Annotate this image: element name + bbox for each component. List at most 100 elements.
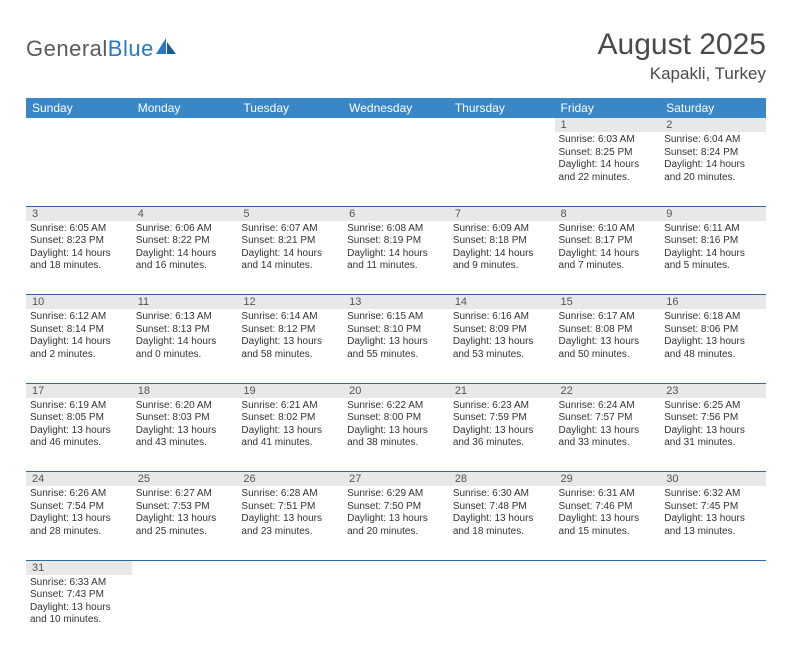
sunset-text: Sunset: 8:21 PM <box>241 235 339 248</box>
day-number-cell: 23 <box>660 383 766 398</box>
sunrise-text: Sunrise: 6:24 AM <box>559 400 657 413</box>
daylight-text: Daylight: 14 hours <box>136 248 234 261</box>
day-number-cell: 2 <box>660 118 766 132</box>
daylight-text: Daylight: 13 hours <box>136 513 234 526</box>
day-cell: Sunrise: 6:23 AMSunset: 7:59 PMDaylight:… <box>449 398 555 472</box>
week-row: Sunrise: 6:12 AMSunset: 8:14 PMDaylight:… <box>26 309 766 383</box>
daylight-text: Daylight: 14 hours <box>559 159 657 172</box>
sunset-text: Sunset: 7:59 PM <box>453 412 551 425</box>
day-cell: Sunrise: 6:32 AMSunset: 7:45 PMDaylight:… <box>660 486 766 560</box>
weekday-header: Wednesday <box>343 98 449 118</box>
daylight-text: and 50 minutes. <box>559 349 657 362</box>
daylight-text: and 20 minutes. <box>347 526 445 539</box>
daylight-text: Daylight: 13 hours <box>453 425 551 438</box>
day-number-cell: 13 <box>343 295 449 310</box>
daylight-text: and 43 minutes. <box>136 437 234 450</box>
daylight-text: and 16 minutes. <box>136 260 234 273</box>
day-number-cell: 6 <box>343 206 449 221</box>
sunset-text: Sunset: 8:10 PM <box>347 324 445 337</box>
day-number-cell: 26 <box>237 472 343 487</box>
day-cell: Sunrise: 6:28 AMSunset: 7:51 PMDaylight:… <box>237 486 343 560</box>
daylight-text: Daylight: 14 hours <box>559 248 657 261</box>
day-cell: Sunrise: 6:31 AMSunset: 7:46 PMDaylight:… <box>555 486 661 560</box>
daylight-text: Daylight: 13 hours <box>241 425 339 438</box>
day-cell: Sunrise: 6:30 AMSunset: 7:48 PMDaylight:… <box>449 486 555 560</box>
sunrise-text: Sunrise: 6:25 AM <box>664 400 762 413</box>
weekday-header-row: Sunday Monday Tuesday Wednesday Thursday… <box>26 98 766 118</box>
day-cell: Sunrise: 6:24 AMSunset: 7:57 PMDaylight:… <box>555 398 661 472</box>
day-number: 28 <box>455 473 467 485</box>
day-number: 26 <box>243 473 255 485</box>
day-number: 8 <box>561 208 567 220</box>
sunrise-text: Sunrise: 6:14 AM <box>241 311 339 324</box>
day-number: 4 <box>138 208 144 220</box>
day-number-cell: 18 <box>132 383 238 398</box>
day-number: 30 <box>666 473 678 485</box>
day-cell: Sunrise: 6:16 AMSunset: 8:09 PMDaylight:… <box>449 309 555 383</box>
day-number-cell: 14 <box>449 295 555 310</box>
sunrise-text: Sunrise: 6:10 AM <box>559 223 657 236</box>
sunrise-text: Sunrise: 6:22 AM <box>347 400 445 413</box>
sunset-text: Sunset: 8:00 PM <box>347 412 445 425</box>
day-cell: Sunrise: 6:25 AMSunset: 7:56 PMDaylight:… <box>660 398 766 472</box>
day-number-cell <box>237 118 343 132</box>
sunset-text: Sunset: 7:56 PM <box>664 412 762 425</box>
day-number-cell: 28 <box>449 472 555 487</box>
daylight-text: and 5 minutes. <box>664 260 762 273</box>
day-number-cell: 17 <box>26 383 132 398</box>
day-number-cell: 19 <box>237 383 343 398</box>
sunrise-text: Sunrise: 6:20 AM <box>136 400 234 413</box>
sunset-text: Sunset: 8:25 PM <box>559 147 657 160</box>
sunrise-text: Sunrise: 6:17 AM <box>559 311 657 324</box>
day-cell: Sunrise: 6:18 AMSunset: 8:06 PMDaylight:… <box>660 309 766 383</box>
daylight-text: and 18 minutes. <box>453 526 551 539</box>
daylight-text: Daylight: 13 hours <box>347 336 445 349</box>
day-number-row: 31 <box>26 560 766 575</box>
day-number-cell: 12 <box>237 295 343 310</box>
daylight-text: and 31 minutes. <box>664 437 762 450</box>
sunrise-text: Sunrise: 6:04 AM <box>664 134 762 147</box>
sunset-text: Sunset: 8:12 PM <box>241 324 339 337</box>
day-number: 1 <box>561 119 567 131</box>
daylight-text: Daylight: 13 hours <box>30 513 128 526</box>
daylight-text: and 15 minutes. <box>559 526 657 539</box>
day-cell: Sunrise: 6:15 AMSunset: 8:10 PMDaylight:… <box>343 309 449 383</box>
sunrise-text: Sunrise: 6:11 AM <box>664 223 762 236</box>
daylight-text: and 55 minutes. <box>347 349 445 362</box>
sunrise-text: Sunrise: 6:30 AM <box>453 488 551 501</box>
day-number-cell: 5 <box>237 206 343 221</box>
page-header: GeneralBlue August 2025 Kapakli, Turkey <box>26 28 766 84</box>
daylight-text: and 48 minutes. <box>664 349 762 362</box>
month-title: August 2025 <box>598 28 766 62</box>
day-number-cell <box>132 560 238 575</box>
day-number-cell: 25 <box>132 472 238 487</box>
sunset-text: Sunset: 8:05 PM <box>30 412 128 425</box>
sunset-text: Sunset: 7:51 PM <box>241 501 339 514</box>
day-number: 25 <box>138 473 150 485</box>
sunset-text: Sunset: 8:16 PM <box>664 235 762 248</box>
daylight-text: and 46 minutes. <box>30 437 128 450</box>
day-number: 27 <box>349 473 361 485</box>
day-cell: Sunrise: 6:11 AMSunset: 8:16 PMDaylight:… <box>660 221 766 295</box>
daylight-text: Daylight: 13 hours <box>30 425 128 438</box>
sunset-text: Sunset: 8:08 PM <box>559 324 657 337</box>
location-label: Kapakli, Turkey <box>598 64 766 84</box>
day-number-cell <box>343 118 449 132</box>
daylight-text: and 10 minutes. <box>30 614 128 627</box>
day-number-cell <box>449 118 555 132</box>
day-cell: Sunrise: 6:26 AMSunset: 7:54 PMDaylight:… <box>26 486 132 560</box>
day-number-cell <box>343 560 449 575</box>
day-number: 5 <box>243 208 249 220</box>
daylight-text: and 7 minutes. <box>559 260 657 273</box>
day-number-cell <box>660 560 766 575</box>
day-number-cell: 31 <box>26 560 132 575</box>
sunrise-text: Sunrise: 6:09 AM <box>453 223 551 236</box>
daylight-text: and 0 minutes. <box>136 349 234 362</box>
day-number-cell: 21 <box>449 383 555 398</box>
day-number: 9 <box>666 208 672 220</box>
daylight-text: Daylight: 13 hours <box>453 513 551 526</box>
sunrise-text: Sunrise: 6:27 AM <box>136 488 234 501</box>
sunrise-text: Sunrise: 6:07 AM <box>241 223 339 236</box>
daylight-text: Daylight: 13 hours <box>664 425 762 438</box>
daylight-text: Daylight: 13 hours <box>664 336 762 349</box>
